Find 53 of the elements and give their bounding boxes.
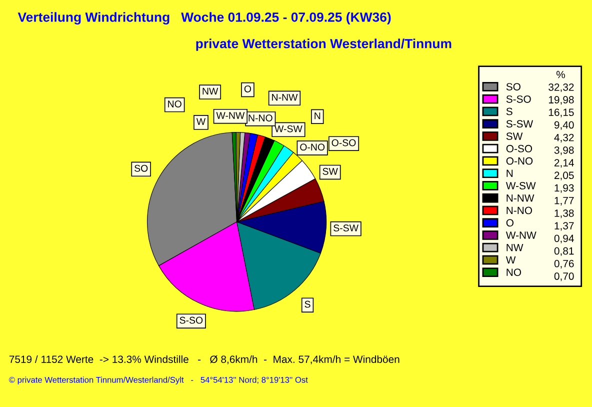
category-label: O (244, 85, 252, 92)
data-label: 2,05 (554, 172, 574, 180)
slice-label: SW (322, 168, 338, 175)
data-label: 0,94 (554, 234, 574, 244)
category-label: W (196, 118, 206, 125)
text: © private Wetterstation Tinnum/Westerland/Sylt - 54°54'13'' Nord; 8°19'13'' Ost (9, 376, 308, 384)
data-label: 19,98 (548, 96, 574, 105)
category-label: N-NW (272, 94, 298, 101)
data-label: 1,77 (554, 196, 574, 206)
legend-label: W-NW (506, 232, 536, 239)
slice-label: N-NO (248, 114, 272, 122)
legend-label: W-SW (506, 182, 536, 190)
legend-label: O-SO (506, 144, 532, 152)
legend-label: O (506, 219, 514, 227)
slice-label: SO (134, 164, 148, 172)
data-label: 16,15 (548, 108, 574, 118)
data-label: 0,76 (554, 260, 574, 269)
slice-label: O-SO (332, 139, 356, 146)
slice-label: W-SW (274, 125, 302, 132)
data-label: 1,38 (554, 209, 574, 218)
data-label: 4,32 (554, 134, 574, 142)
category-label: N (314, 112, 320, 120)
legend-label: NW (506, 244, 524, 252)
category-label: NW (202, 88, 218, 95)
chart-subtitle: private Wetterstation Westerland/Tinnum (196, 38, 452, 51)
data-label: 0,81 (554, 247, 574, 256)
slice-label: S-SO (180, 316, 203, 324)
legend-label: N-NO (506, 206, 532, 214)
legend-label: NO (506, 268, 522, 276)
data-label: 9,40 (554, 121, 574, 130)
text: 7519 / 1152 Werte -> 13.3% Windstille - Ø 8,6km/h - Max. 57,4km/h = Windböen (9, 355, 400, 364)
slice-label: O-NO (300, 144, 325, 151)
legend-label: S-SO (506, 95, 531, 103)
legend-title: % (556, 70, 565, 78)
legend-label: N (506, 170, 513, 177)
legend-label: N-NW (506, 194, 534, 202)
legend-label: W (506, 256, 516, 264)
data-label: 2,14 (554, 159, 574, 168)
chart-title: Verteilung Windrichtung Woche 01.09.25 - 07.09.25 (KW36) (18, 12, 391, 24)
slice-label: S (304, 300, 310, 308)
legend-label: S-SW (506, 120, 534, 128)
data-label: 1,93 (554, 184, 574, 193)
slice-label: S-SW (334, 224, 358, 232)
category-label: W-NW (216, 112, 245, 119)
legend-label: S (506, 108, 512, 116)
category-label: NO (168, 100, 182, 108)
legend-label: SO (506, 83, 520, 90)
legend-label: O-NO (506, 157, 533, 165)
legend-label: SW (506, 132, 523, 140)
data-label: 1,37 (554, 222, 574, 231)
data-label: 0,70 (554, 272, 574, 282)
data-label: 32,32 (548, 83, 574, 92)
data-label: 3,98 (554, 146, 574, 156)
